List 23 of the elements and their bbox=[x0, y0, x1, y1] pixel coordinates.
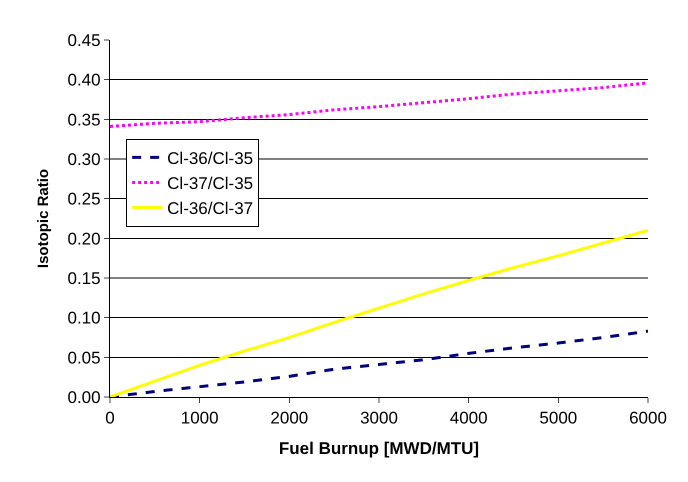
legend-label: Cl-36/Cl-35 bbox=[167, 148, 254, 168]
y-tick-label: 0.20 bbox=[68, 229, 101, 248]
y-tick-label: 0.35 bbox=[68, 110, 101, 130]
line-series bbox=[110, 81, 648, 128]
x-tick-label: 5000 bbox=[539, 408, 578, 428]
y-tick-label: 0.25 bbox=[68, 190, 101, 209]
x-axis-title: Fuel Burnup [MWD/MTU] bbox=[278, 438, 480, 458]
x-tick-label: 6000 bbox=[629, 408, 667, 428]
x-tick-label: 1000 bbox=[180, 408, 219, 428]
legend-label: Cl-37/Cl-35 bbox=[167, 174, 254, 194]
x-tick-label: 0 bbox=[105, 408, 115, 428]
y-tick-label: 0.30 bbox=[68, 150, 101, 169]
x-tick-label: 3000 bbox=[360, 408, 398, 428]
x-tick-label: 4000 bbox=[450, 408, 488, 428]
y-tick-label: 0.10 bbox=[68, 308, 101, 328]
y-tick-label: 0.00 bbox=[68, 388, 101, 407]
y-tick-label: 0.15 bbox=[68, 268, 101, 288]
x-tick-label: 2000 bbox=[270, 408, 308, 428]
y-tick-label: 0.45 bbox=[68, 30, 101, 50]
legend-label: Cl-36/Cl-37 bbox=[167, 199, 254, 218]
y-tick-label: 0.05 bbox=[68, 348, 101, 368]
y-axis-title: Isotopic Ratio bbox=[34, 168, 52, 268]
y-tick-label: 0.40 bbox=[68, 70, 101, 90]
